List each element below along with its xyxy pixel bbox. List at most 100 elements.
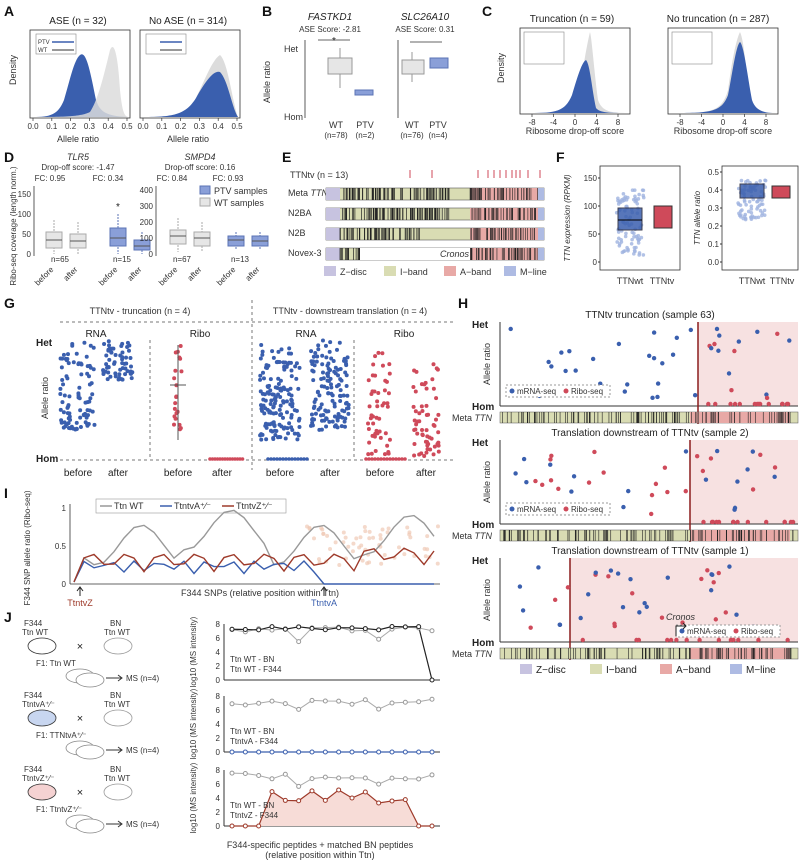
f-point [629,241,634,246]
j-bn-point [322,774,328,780]
j-f344-point [429,677,435,683]
h-point [649,511,654,517]
j-ylabel: log10 (MS intensity) [189,616,198,687]
d-fc1: FC: 0.95 [35,174,66,183]
g-point [288,402,293,407]
g-hom-point [240,457,245,461]
h-point [606,574,611,579]
panel-a: A ASE (n = 32) No ASE (n = 314) Density … [4,3,243,144]
d-ytick2: 400 [140,186,154,195]
h-point [642,601,647,606]
h-meta-label: Meta TTN [452,649,493,659]
j-bn-point [322,698,328,704]
h-point [557,622,563,628]
h-point [651,355,657,361]
panel-label-b: B [262,3,272,19]
j-p1: F344 [24,691,43,700]
g-point [120,377,125,382]
i-bg-point [346,544,351,549]
h-point [546,359,551,365]
g-point [311,378,316,383]
g-point [412,418,417,423]
g-point [68,417,73,422]
g-point [386,391,391,396]
h-point [508,326,513,332]
g-point [172,376,177,381]
g-point [283,436,288,441]
b-star: * [332,36,336,47]
g-point [103,369,108,374]
j-p2: BN [110,765,121,774]
h-legend-label: A−band [676,665,711,676]
h-point [586,480,592,485]
g-point [293,364,298,369]
h-point [524,479,529,485]
g-point [120,350,125,355]
j-p2: BN [110,619,121,628]
g-point [113,352,118,357]
j-xlabel2: (relative position within Ttn) [265,850,374,860]
f-ytick1: 100 [584,202,598,211]
h-point [625,382,630,387]
g-point [60,377,65,382]
panel-label-g: G [4,295,15,311]
g-dots [58,338,441,461]
i-arrow-a-icon [320,586,328,596]
g-point [343,401,348,406]
d-xlabel: before [215,265,238,288]
g-point [271,436,276,441]
j-bn-point [309,697,315,703]
h-point [548,462,553,467]
b-ptv1-box [354,89,374,96]
j-bn-point [256,772,262,778]
h-point [649,492,655,498]
g-point [107,343,112,348]
f-point [619,237,623,242]
h-hom-point [706,401,711,407]
g-point [85,408,90,413]
i-legend-a: TtntvA⁺⁄⁻ [174,501,211,511]
g-point [281,415,286,420]
j-f344-point [296,798,302,804]
a-inset-ptv: PTV [38,40,50,46]
j-f1-mouse-icon [75,744,105,760]
f-plots: 0 50 100 150 0.0 0.1 0.2 0.3 0.4 0.5 [584,168,791,267]
b-ptv1-label: PTV [356,120,374,130]
g-point [287,392,292,397]
g-point [129,376,134,381]
g-point [259,343,264,348]
d-xlabel: before [97,265,120,288]
g-point [310,417,315,422]
g-point [328,340,333,345]
h-point [662,465,668,470]
h-point [764,392,769,397]
i-wt-line [73,509,435,583]
i-bg-point [363,529,368,534]
i-bg-point [312,536,317,541]
a-right-ptv-density [143,71,238,117]
h-legend-mrna: mRNA-seq [517,505,556,514]
h-point [549,453,554,459]
g-point [386,451,391,456]
j-parent1-mouse-icon [27,783,57,801]
a-right-inset [145,33,187,55]
g-point [92,422,97,427]
g-point [319,376,324,381]
h-legend-ribo: Ribo-seq [571,387,603,396]
g-point [341,393,346,398]
j-f344-point [282,797,288,803]
j-f344-point [416,624,422,630]
j-leg1: Ttn WT - BN [230,655,275,664]
g-hom-point [287,457,291,461]
g-hom-point [385,457,389,461]
g-point [287,346,292,351]
g-point [420,433,425,438]
g-hom-point [269,457,273,461]
h-hom-point [716,637,722,643]
g-point [328,368,333,373]
g-hom-point [278,457,282,461]
g-point [436,412,441,417]
d-yticks: 0 50 100 150 0 100 200 300 400 [18,186,154,259]
e-legend-swatch [324,266,336,276]
